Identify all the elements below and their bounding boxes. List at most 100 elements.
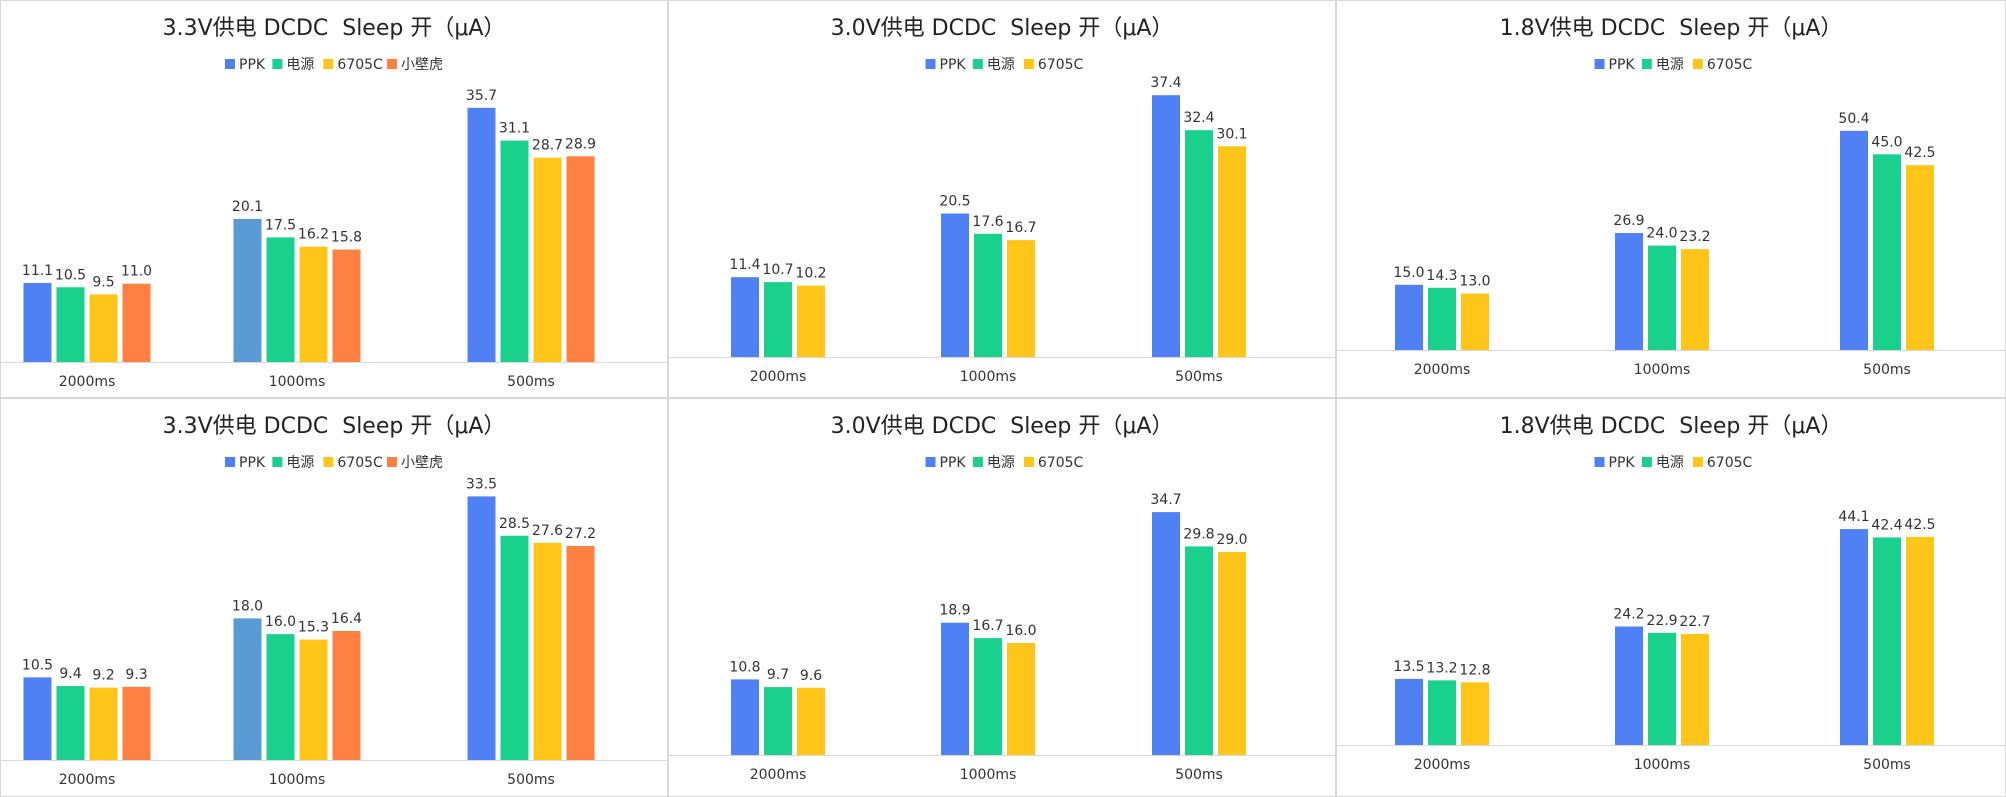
bar-chart: 3.0V供电 DCDC Sleep 开（μA） PPK 电源 6705C 10.8 9.7… — [669, 414, 1335, 783]
x-tick-label: 1000ms — [269, 374, 326, 390]
chart-legend: PPK 电源 6705C 小壁虎 — [225, 455, 443, 471]
bar — [233, 218, 262, 362]
legend-label: 6705C — [1038, 57, 1084, 73]
data-label: 15.0 — [1393, 265, 1424, 281]
data-label: 37.4 — [1150, 75, 1181, 91]
data-label: 29.0 — [1216, 532, 1247, 548]
data-label: 27.2 — [565, 526, 596, 542]
bar — [1461, 293, 1489, 350]
bar — [566, 545, 595, 760]
x-tick-label: 500ms — [1863, 757, 1911, 773]
x-tick-label: 2000ms — [750, 767, 807, 783]
bar — [797, 285, 825, 357]
bar — [467, 107, 496, 362]
legend-swatch — [1692, 59, 1703, 69]
data-label: 18.0 — [232, 598, 263, 614]
legend-swatch — [225, 59, 236, 69]
x-tick-label: 1000ms — [1634, 362, 1691, 378]
chart-title: 3.0V供电 DCDC Sleep 开（μA） — [831, 414, 1174, 439]
data-label: 23.2 — [1679, 229, 1710, 245]
bar — [1152, 512, 1180, 755]
bar — [1840, 130, 1868, 350]
legend-swatch — [972, 457, 983, 467]
legend-swatch — [1594, 457, 1605, 467]
data-label: 10.7 — [762, 262, 793, 278]
bar — [23, 282, 52, 362]
legend-label: 电源 — [1656, 455, 1684, 471]
data-label: 24.0 — [1646, 226, 1677, 242]
legend-label: PPK — [940, 57, 967, 73]
x-tick-label: 500ms — [507, 374, 555, 390]
bar — [1152, 95, 1180, 357]
legend-label: 小壁虎 — [401, 57, 443, 73]
x-tick-label: 2000ms — [59, 772, 116, 788]
data-label: 9.6 — [800, 668, 822, 684]
data-label: 45.0 — [1871, 134, 1902, 150]
chart-legend: PPK 电源 6705C — [925, 455, 1084, 471]
legend-label: PPK — [1609, 455, 1636, 471]
bar — [1906, 165, 1934, 350]
data-label: 9.3 — [125, 667, 147, 683]
bar — [533, 157, 562, 362]
legend-label: PPK — [940, 455, 967, 471]
chart-panel-1: 3.3V供电 DCDC Sleep 开（μA） PPK 电源 6705C 小壁虎 11.1… — [0, 0, 668, 398]
chart-panel-2: 3.0V供电 DCDC Sleep 开（μA） PPK 电源 6705C 11.4 10.… — [668, 0, 1336, 398]
legend-swatch — [1594, 59, 1605, 69]
legend-swatch — [323, 59, 334, 69]
data-label: 11.0 — [121, 264, 152, 280]
chart-panel-4: 3.3V供电 DCDC Sleep 开（μA） PPK 电源 6705C 小壁虎 10.5… — [0, 398, 668, 797]
legend-swatch — [225, 457, 236, 467]
bar — [764, 687, 792, 755]
data-label: 44.1 — [1838, 509, 1869, 525]
bar — [731, 679, 759, 755]
bar — [764, 282, 792, 357]
chart-title: 1.8V供电 DCDC Sleep 开（μA） — [1500, 16, 1843, 41]
bar-chart: 3.3V供电 DCDC Sleep 开（μA） PPK 电源 6705C 小壁虎 11.1… — [1, 16, 667, 390]
bar — [941, 213, 969, 357]
bar — [1428, 680, 1456, 745]
x-tick-label: 1000ms — [960, 369, 1017, 385]
legend-label: 6705C — [1707, 57, 1753, 73]
chart-panel-3: 1.8V供电 DCDC Sleep 开（μA） PPK 电源 6705C 15.0 14.… — [1336, 0, 2006, 398]
bar — [1648, 632, 1676, 745]
chart-panel-5: 3.0V供电 DCDC Sleep 开（μA） PPK 电源 6705C 10.8 9.7… — [668, 398, 1336, 797]
legend-swatch — [272, 457, 283, 467]
bar — [233, 618, 262, 760]
x-tick-label: 2000ms — [59, 374, 116, 390]
bar — [1873, 537, 1901, 745]
data-label: 26.9 — [1613, 213, 1644, 229]
bar — [332, 249, 361, 362]
bar — [566, 156, 595, 362]
data-label: 14.3 — [1426, 268, 1457, 284]
legend-swatch — [925, 59, 936, 69]
chart-title: 3.0V供电 DCDC Sleep 开（μA） — [831, 16, 1174, 41]
legend-label: PPK — [1609, 57, 1636, 73]
data-label: 10.5 — [55, 267, 86, 283]
legend-label: 电源 — [286, 57, 314, 73]
bar — [941, 622, 969, 755]
x-tick-label: 1000ms — [269, 772, 326, 788]
x-tick-label: 500ms — [1175, 369, 1223, 385]
data-label: 11.4 — [729, 257, 760, 273]
bar — [1395, 284, 1423, 350]
data-label: 16.7 — [1005, 220, 1036, 236]
chart-legend: PPK 电源 6705C — [1594, 455, 1753, 471]
data-label: 28.9 — [565, 136, 596, 152]
legend-swatch — [272, 59, 283, 69]
data-label: 32.4 — [1183, 110, 1214, 126]
data-label: 16.2 — [298, 227, 329, 243]
data-label: 10.2 — [795, 266, 826, 282]
data-label: 29.8 — [1183, 526, 1214, 542]
data-label: 16.4 — [331, 611, 362, 627]
legend-label: 6705C — [337, 455, 383, 471]
bar — [299, 639, 328, 760]
data-label: 16.0 — [265, 614, 296, 630]
data-label: 31.1 — [499, 121, 530, 137]
x-tick-label: 1000ms — [960, 767, 1017, 783]
x-tick-label: 1000ms — [1634, 757, 1691, 773]
bar — [1615, 626, 1643, 745]
bar-chart: 3.3V供电 DCDC Sleep 开（μA） PPK 电源 6705C 小壁虎 10.5… — [1, 414, 667, 788]
data-label: 35.7 — [466, 88, 497, 104]
